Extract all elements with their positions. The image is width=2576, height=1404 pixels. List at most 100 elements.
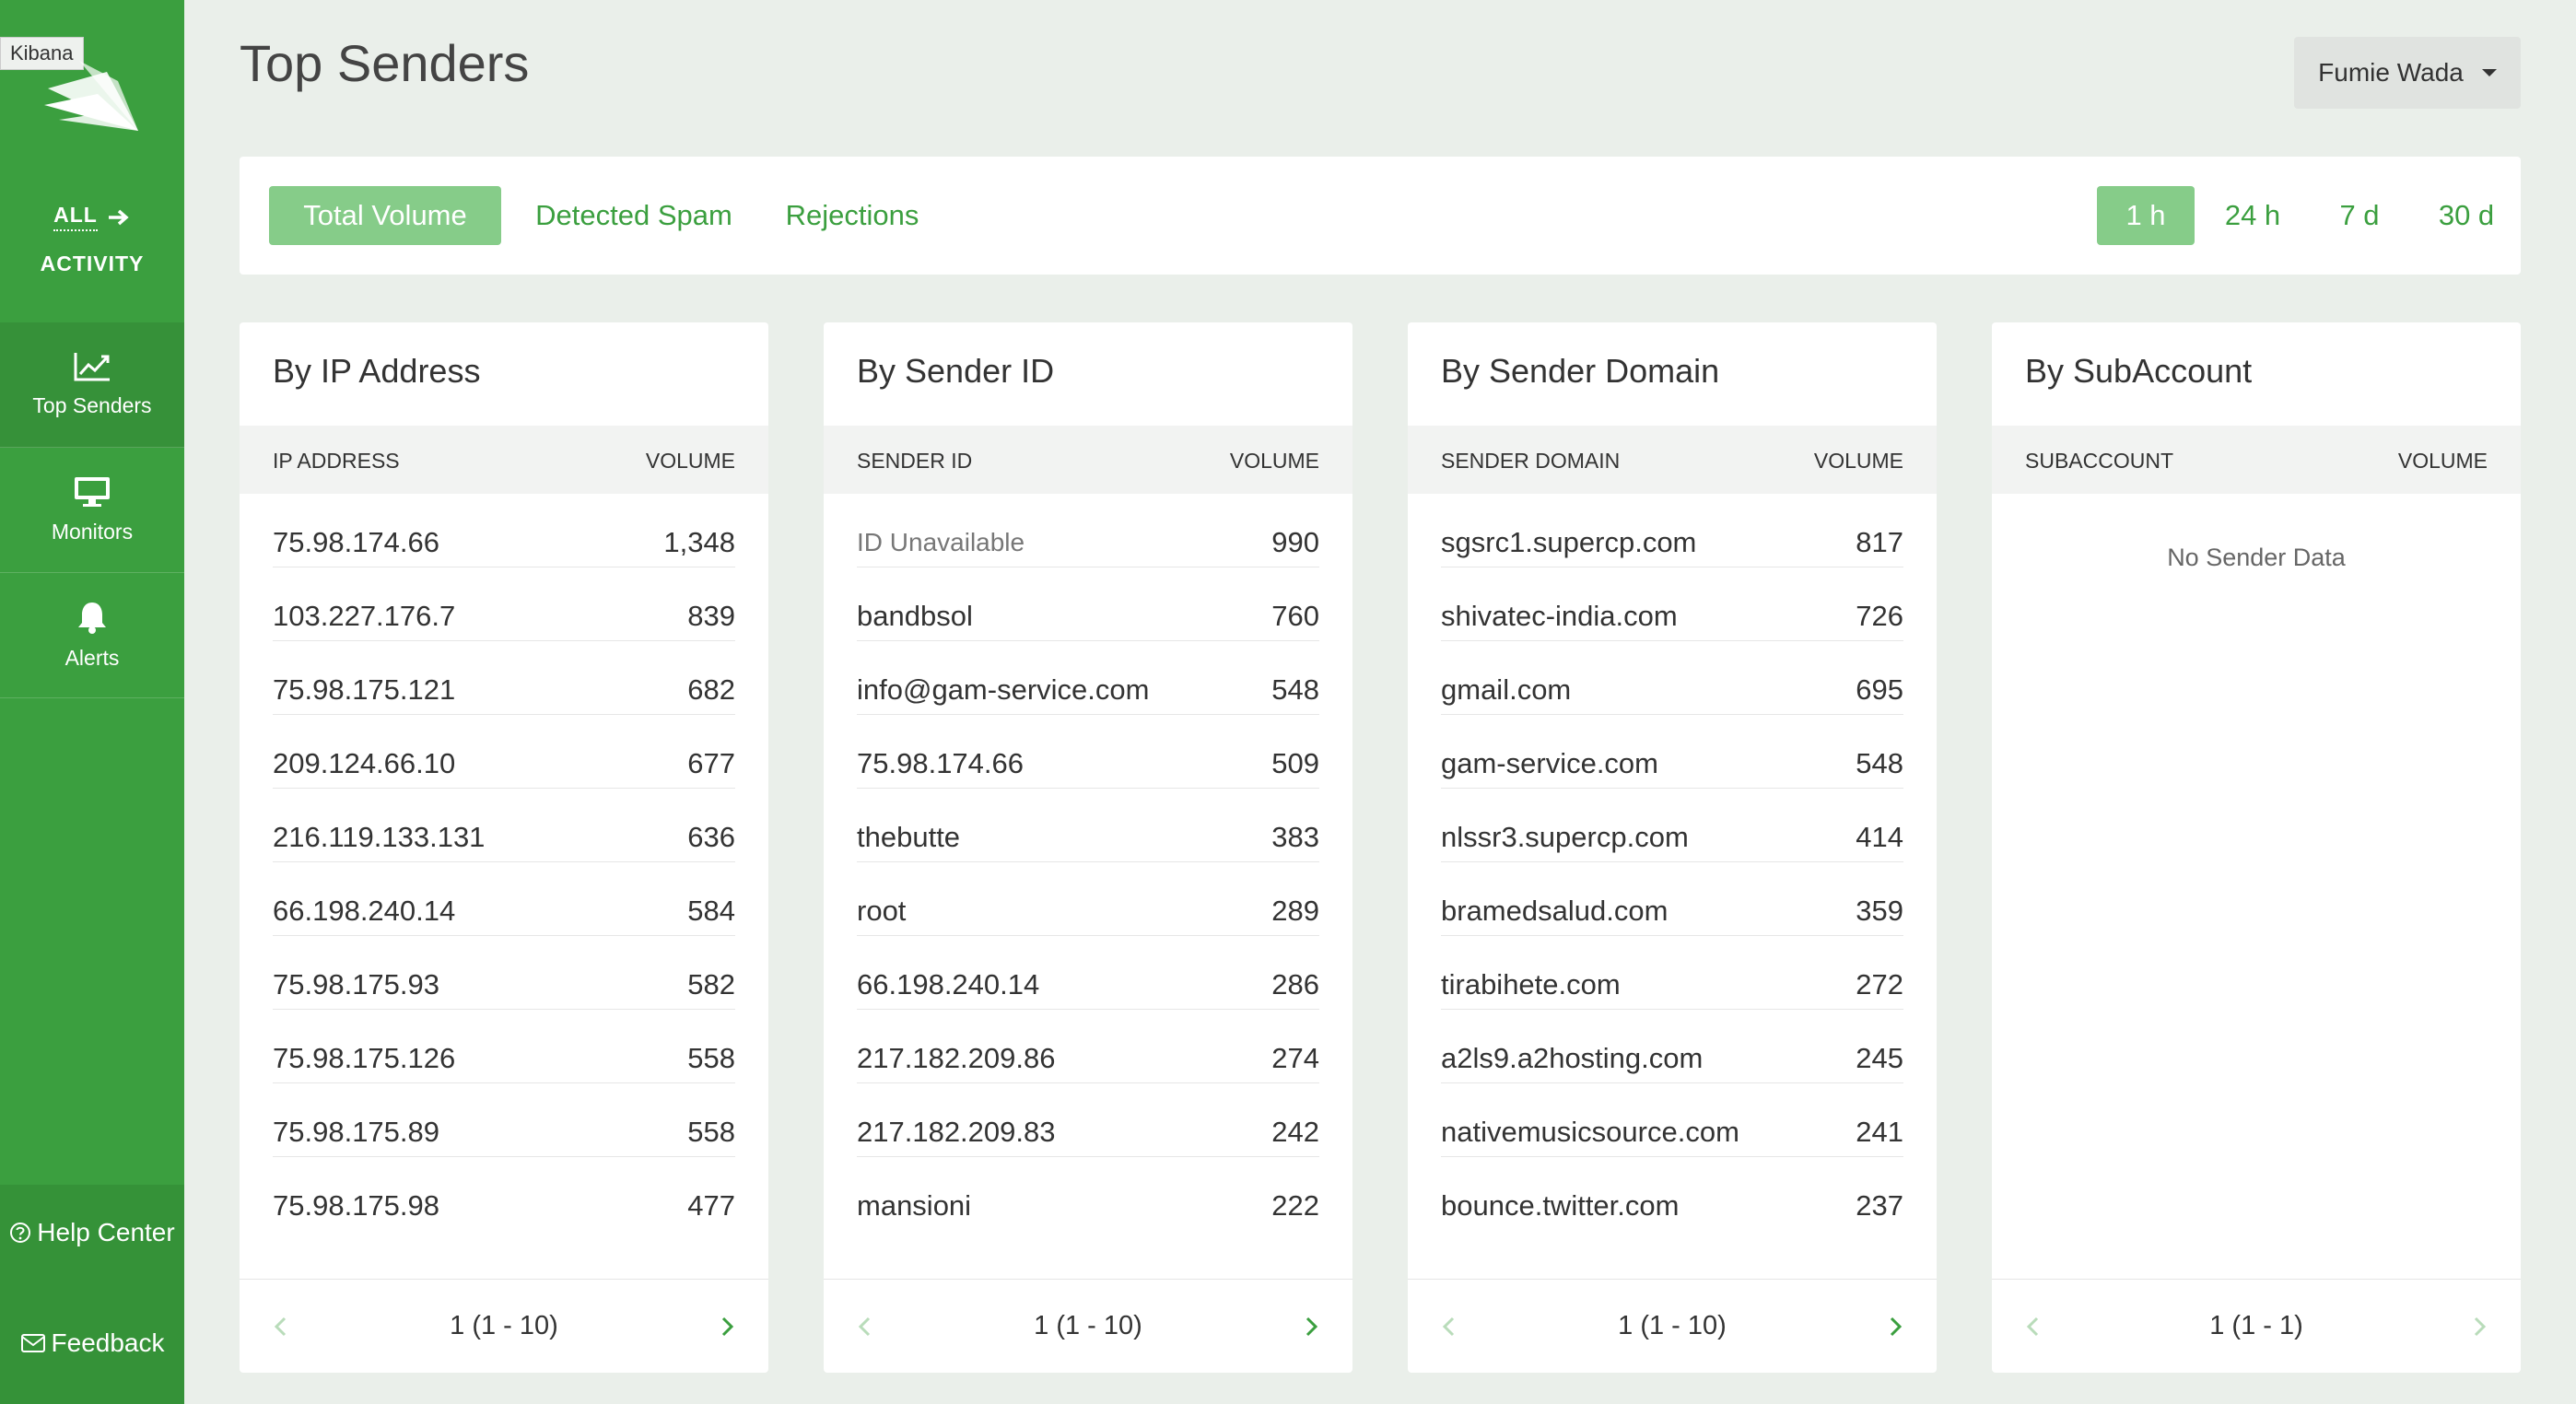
table-row[interactable]: 75.98.175.126 558 bbox=[273, 1010, 735, 1083]
pagination-label: 1 (1 - 1) bbox=[2209, 1311, 2303, 1340]
table-row[interactable]: 217.182.209.83 242 bbox=[857, 1083, 1319, 1157]
table-row[interactable]: bramedsalud.com 359 bbox=[1441, 862, 1903, 936]
column-header-volume[interactable]: VOLUME bbox=[1813, 449, 1903, 473]
sidebar-item-label: Alerts bbox=[64, 646, 120, 670]
volume-cell: 241 bbox=[1856, 1115, 1903, 1148]
ip-cell: 216.119.133.131 bbox=[273, 820, 486, 853]
logo-wing-icon[interactable] bbox=[42, 53, 144, 136]
ip-cell: 75.98.174.66 bbox=[273, 525, 440, 558]
table-row[interactable]: mansioni 222 bbox=[857, 1157, 1319, 1231]
volume-cell: 990 bbox=[1271, 525, 1319, 558]
sidebar-item-monitors[interactable]: Monitors bbox=[0, 448, 184, 573]
table-row[interactable]: 75.98.175.89 558 bbox=[273, 1083, 735, 1157]
table-row[interactable]: ID Unavailable 990 bbox=[857, 494, 1319, 567]
help-center-label: Help Center bbox=[37, 1218, 175, 1246]
pagination-label: 1 (1 - 10) bbox=[450, 1311, 558, 1340]
column-header-subaccount[interactable]: SUBACCOUNT bbox=[2025, 449, 2174, 473]
volume-cell: 274 bbox=[1271, 1041, 1319, 1074]
card-title: By IP Address bbox=[273, 352, 481, 390]
domain-cell: shivatec-india.com bbox=[1441, 599, 1678, 632]
table-row[interactable]: 75.98.175.93 582 bbox=[273, 936, 735, 1010]
column-header-sender-domain[interactable]: SENDER DOMAIN bbox=[1441, 449, 1621, 473]
table-row[interactable]: 66.198.240.14 286 bbox=[857, 936, 1319, 1010]
time-tab-1h[interactable]: 1 h bbox=[2097, 186, 2195, 245]
arrow-right-icon bbox=[108, 209, 129, 225]
activity-label: ACTIVITY bbox=[40, 252, 145, 275]
table-body: 75.98.174.66 1,348 103.227.176.7 839 75.98… bbox=[273, 494, 735, 1231]
volume-cell: 726 bbox=[1856, 599, 1903, 632]
sidebar-item-alerts[interactable]: Alerts bbox=[0, 573, 184, 698]
sender-id-cell: bandbsol bbox=[857, 599, 973, 632]
pagination: 1 (1 - 10) bbox=[824, 1279, 1352, 1373]
time-tab-7d[interactable]: 7 d bbox=[2339, 199, 2380, 231]
table-row[interactable]: shivatec-india.com 726 bbox=[1441, 567, 1903, 641]
table-row[interactable]: tirabihete.com 272 bbox=[1441, 936, 1903, 1010]
volume-cell: 414 bbox=[1856, 820, 1903, 853]
table-header: IP ADDRESS VOLUME bbox=[240, 426, 768, 494]
help-center-link[interactable]: Help Center bbox=[0, 1218, 184, 1247]
table-row[interactable]: nlssr3.supercp.com 414 bbox=[1441, 789, 1903, 862]
chevron-right-icon[interactable] bbox=[717, 1316, 737, 1337]
table-row[interactable]: a2ls9.a2hosting.com 245 bbox=[1441, 1010, 1903, 1083]
volume-cell: 695 bbox=[1856, 673, 1903, 706]
table-row[interactable]: 209.124.66.10 677 bbox=[273, 715, 735, 789]
table-row[interactable]: 75.98.175.121 682 bbox=[273, 641, 735, 715]
tab-detected-spam[interactable]: Detected Spam bbox=[535, 199, 732, 231]
table-row[interactable]: root 289 bbox=[857, 862, 1319, 936]
table-row[interactable]: info@gam-service.com 548 bbox=[857, 641, 1319, 715]
table-row[interactable]: 216.119.133.131 636 bbox=[273, 789, 735, 862]
column-header-volume[interactable]: VOLUME bbox=[1229, 449, 1319, 473]
column-header-volume[interactable]: VOLUME bbox=[2397, 449, 2488, 473]
tab-total-volume[interactable]: Total Volume bbox=[269, 186, 501, 245]
feedback-label: Feedback bbox=[51, 1328, 165, 1357]
volume-cell: 1,348 bbox=[663, 525, 735, 558]
filter-bar: Total Volume Detected Spam Rejections 1 … bbox=[240, 157, 2521, 275]
column-header-sender-id[interactable]: SENDER ID bbox=[857, 449, 973, 473]
caret-down-icon bbox=[2481, 69, 2497, 76]
chevron-right-icon[interactable] bbox=[1885, 1316, 1905, 1337]
chevron-left-icon[interactable] bbox=[1439, 1316, 1459, 1337]
column-header-volume[interactable]: VOLUME bbox=[645, 449, 735, 473]
all-activity-link[interactable]: ALL ACTIVITY bbox=[0, 184, 184, 322]
table-row[interactable]: 217.182.209.86 274 bbox=[857, 1010, 1319, 1083]
time-tab-30d[interactable]: 30 d bbox=[2438, 199, 2495, 231]
table-row[interactable]: bounce.twitter.com 237 bbox=[1441, 1157, 1903, 1231]
chevron-right-icon[interactable] bbox=[1301, 1316, 1321, 1337]
table-row[interactable]: 75.98.175.98 477 bbox=[273, 1157, 735, 1231]
volume-cell: 558 bbox=[687, 1115, 735, 1148]
feedback-link[interactable]: Feedback bbox=[0, 1328, 184, 1358]
card-by-sender-domain: By Sender Domain SENDER DOMAIN VOLUME sg… bbox=[1408, 322, 1937, 1373]
table-header: SENDER ID VOLUME bbox=[824, 426, 1352, 494]
table-row[interactable]: 66.198.240.14 584 bbox=[273, 862, 735, 936]
kibana-tag[interactable]: Kibana bbox=[0, 37, 84, 70]
volume-cell: 359 bbox=[1856, 894, 1903, 927]
table-row[interactable]: thebutte 383 bbox=[857, 789, 1319, 862]
column-header-ip-address[interactable]: IP ADDRESS bbox=[273, 449, 400, 473]
volume-cell: 636 bbox=[687, 820, 735, 853]
sidebar-item-top-senders[interactable]: Top Senders bbox=[0, 322, 184, 448]
table-row[interactable]: gam-service.com 548 bbox=[1441, 715, 1903, 789]
volume-cell: 760 bbox=[1271, 599, 1319, 632]
volume-cell: 245 bbox=[1856, 1041, 1903, 1074]
ip-cell: 75.98.175.89 bbox=[273, 1115, 440, 1148]
table-row[interactable]: sgsrc1.supercp.com 817 bbox=[1441, 494, 1903, 567]
time-tab-24h[interactable]: 24 h bbox=[2224, 199, 2281, 231]
table-row[interactable]: 75.98.174.66 1,348 bbox=[273, 494, 735, 567]
sender-id-cell: ID Unavailable bbox=[857, 527, 1025, 556]
table-row[interactable]: 75.98.174.66 509 bbox=[857, 715, 1319, 789]
chevron-right-icon[interactable] bbox=[2469, 1316, 2489, 1337]
user-menu-button[interactable]: Fumie Wada bbox=[2294, 37, 2521, 109]
chevron-left-icon[interactable] bbox=[271, 1316, 291, 1337]
table-header: SUBACCOUNT VOLUME bbox=[1992, 426, 2521, 494]
chevron-left-icon[interactable] bbox=[2023, 1316, 2043, 1337]
chevron-left-icon[interactable] bbox=[855, 1316, 875, 1337]
table-row[interactable]: nativemusicsource.com 241 bbox=[1441, 1083, 1903, 1157]
table-row[interactable]: 103.227.176.7 839 bbox=[273, 567, 735, 641]
table-row[interactable]: gmail.com 695 bbox=[1441, 641, 1903, 715]
table-row[interactable]: bandbsol 760 bbox=[857, 567, 1319, 641]
volume-cell: 677 bbox=[687, 746, 735, 779]
volume-cell: 222 bbox=[1271, 1189, 1319, 1222]
tab-rejections[interactable]: Rejections bbox=[785, 199, 919, 231]
ip-cell: 75.98.175.121 bbox=[273, 673, 456, 706]
sidebar-item-label: Monitors bbox=[51, 520, 134, 544]
